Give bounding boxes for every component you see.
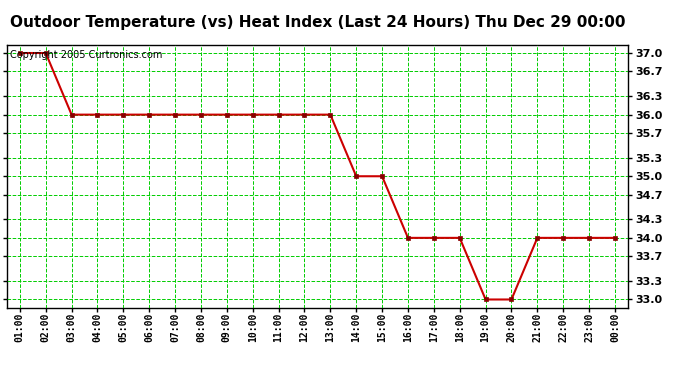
Text: Outdoor Temperature (vs) Heat Index (Last 24 Hours) Thu Dec 29 00:00: Outdoor Temperature (vs) Heat Index (Las… (10, 15, 625, 30)
Text: Copyright 2005 Curtronics.com: Copyright 2005 Curtronics.com (10, 50, 162, 60)
